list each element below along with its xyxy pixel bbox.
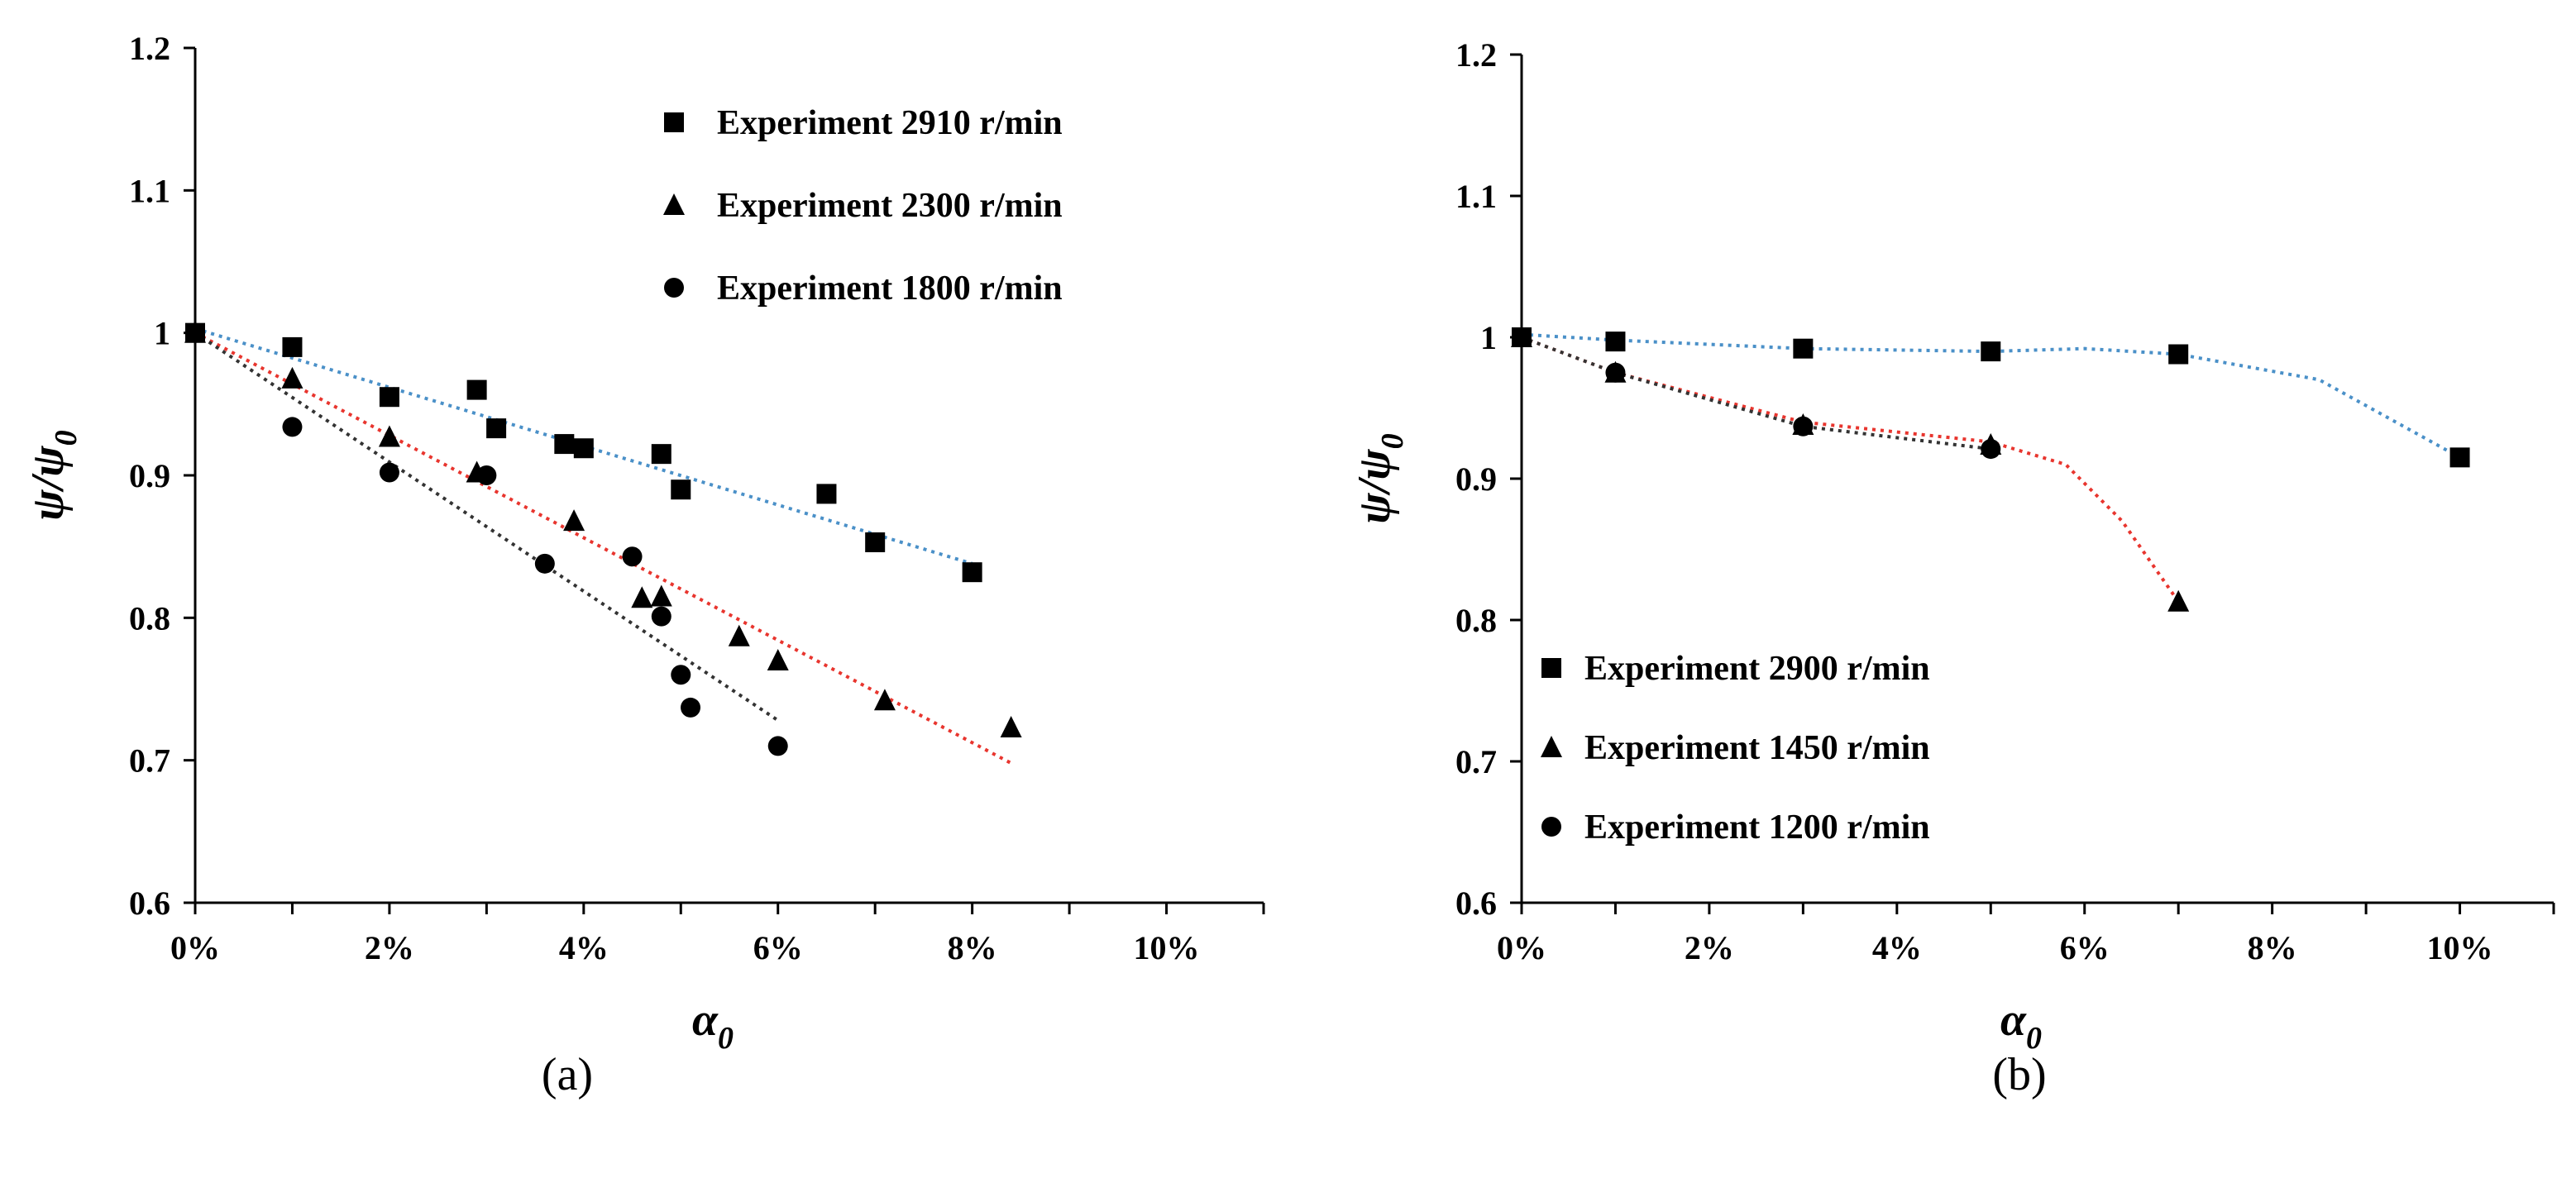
data-point-triangle [728, 624, 750, 646]
data-point-triangle [281, 366, 303, 389]
data-point-square [1605, 332, 1626, 352]
data-point-circle [1981, 439, 2001, 460]
data-point-square [282, 336, 303, 357]
legend-label: Experiment 1200 r/min [1584, 808, 1930, 847]
data-point-circle [1605, 362, 1626, 383]
legend-marker-triangle [663, 193, 685, 215]
data-point-square [1793, 338, 1814, 359]
legend-label: Experiment 2900 r/min [1584, 650, 1930, 688]
data-point-triangle [563, 509, 585, 532]
data-point-square [2168, 344, 2189, 365]
x-tick-label: 4% [559, 929, 609, 966]
data-point-square [865, 532, 886, 552]
x-axis-label: α0 [692, 995, 734, 1056]
y-tick-label: 0.6 [1455, 885, 1497, 922]
data-point-circle [185, 322, 205, 343]
y-tick-label: 1.1 [129, 172, 170, 209]
data-point-square [554, 434, 575, 455]
data-point-circle [476, 465, 497, 485]
data-point-square [1981, 341, 2001, 362]
trend-line-circle [1521, 336, 1991, 451]
y-tick-label: 1.2 [129, 30, 170, 67]
data-point-square [573, 438, 594, 459]
data-point-square [379, 387, 399, 408]
data-point-circle [622, 546, 643, 567]
y-tick-label: 0.7 [1455, 743, 1497, 780]
data-point-square [671, 479, 691, 500]
x-tick-label: 10% [1134, 929, 1200, 966]
x-tick-label: 6% [2060, 929, 2110, 966]
data-point-circle [651, 606, 671, 627]
data-point-circle [282, 417, 303, 437]
data-point-square [651, 444, 671, 465]
y-axis-label: ψ/ψ0 [1349, 433, 1410, 523]
y-tick-label: 0.7 [129, 742, 170, 780]
data-point-circle [379, 462, 399, 483]
panel-label: (a) [542, 1049, 593, 1100]
x-tick-label: 2% [1685, 929, 1734, 966]
x-tick-label: 8% [948, 929, 997, 966]
data-point-square [962, 562, 982, 583]
legend-label: Experiment 2910 r/min [717, 104, 1063, 142]
data-point-triangle [650, 584, 672, 607]
legend-label: Experiment 1800 r/min [717, 269, 1063, 308]
data-point-circle [1512, 327, 1532, 347]
data-point-circle [534, 553, 555, 574]
y-tick-label: 1.1 [1455, 178, 1497, 215]
chart-panel-b: 0.6 0.7 0.8 0.9 1 1.1 1.2 0% 2% 4% 6% 8% 10% α0 ψ/ψ0 Ex… [1349, 36, 2555, 1100]
y-tick-label: 1 [154, 315, 170, 352]
legend-marker-triangle [1541, 736, 1562, 757]
x-tick-label: 6% [753, 929, 803, 966]
x-axis-label: α0 [2000, 995, 2042, 1056]
data-point-square [2449, 447, 2470, 468]
legend-marker-circle [1541, 817, 1561, 837]
data-point-triangle [2167, 589, 2190, 612]
data-point-triangle [378, 425, 400, 447]
data-point-triangle [631, 586, 653, 608]
y-tick-label: 0.8 [1455, 602, 1497, 639]
data-point-triangle [1000, 716, 1022, 738]
data-point-circle [1793, 416, 1814, 436]
trend-line-square [1521, 332, 2461, 460]
x-tick-label: 0% [1497, 929, 1546, 966]
data-point-square [486, 418, 507, 439]
y-tick-label: 0.9 [1455, 460, 1497, 498]
legend-label: Experiment 1450 r/min [1584, 729, 1930, 767]
y-tick-label: 1.2 [1455, 36, 1497, 74]
data-point-triangle [767, 649, 789, 671]
data-point-circle [671, 665, 691, 685]
data-point-circle [767, 736, 788, 756]
y-tick-label: 0.9 [129, 457, 170, 494]
x-tick-label: 4% [1872, 929, 1922, 966]
y-tick-label: 0.8 [129, 599, 170, 637]
legend-marker-square [664, 112, 684, 132]
data-point-square [466, 379, 487, 400]
x-tick-label: 8% [2248, 929, 2297, 966]
trend-line-circle [194, 332, 779, 723]
x-tick-label: 10% [2427, 929, 2493, 966]
chart-panel-a: 0.6 0.7 0.8 0.9 1 1.1 1.2 0% 2% 4% 6% 8% 10% α0 ψ/ψ0 Ex… [22, 30, 1265, 1100]
legend-marker-square [1541, 658, 1561, 678]
x-tick-label: 2% [365, 929, 414, 966]
panel-label: (b) [1992, 1049, 2046, 1100]
data-point-circle [681, 697, 701, 718]
data-point-square [816, 484, 837, 504]
legend-label: Experiment 2300 r/min [717, 187, 1063, 225]
y-axis-label: ψ/ψ0 [22, 430, 84, 520]
legend-marker-circle [664, 278, 684, 298]
y-tick-label: 1 [1480, 319, 1497, 356]
x-tick-label: 0% [170, 929, 220, 966]
y-tick-label: 0.6 [129, 885, 170, 922]
data-point-triangle [873, 689, 896, 711]
